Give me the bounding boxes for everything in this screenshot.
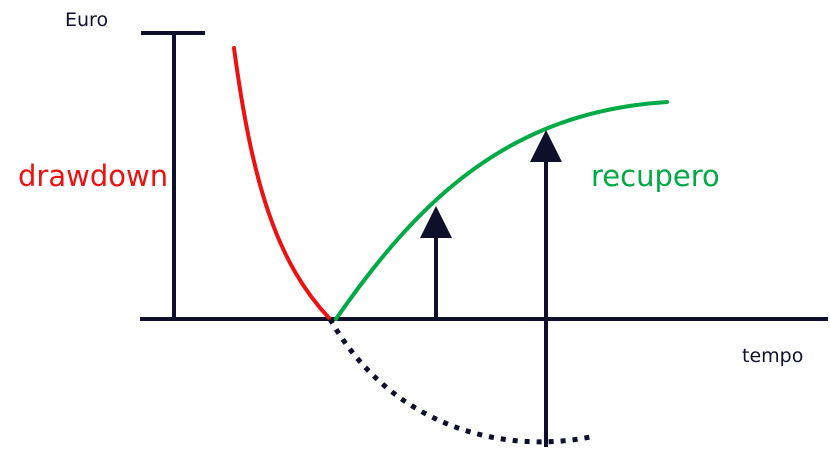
dotted-loss-curve <box>327 317 591 445</box>
y-axis-label: Euro <box>65 9 108 31</box>
x-axis-label: tempo <box>742 345 803 367</box>
drawdown-label: drawdown <box>18 159 168 193</box>
recovery-curve <box>334 100 669 321</box>
drawdown-curve <box>232 46 332 321</box>
recovery-label: recupero <box>591 159 720 193</box>
